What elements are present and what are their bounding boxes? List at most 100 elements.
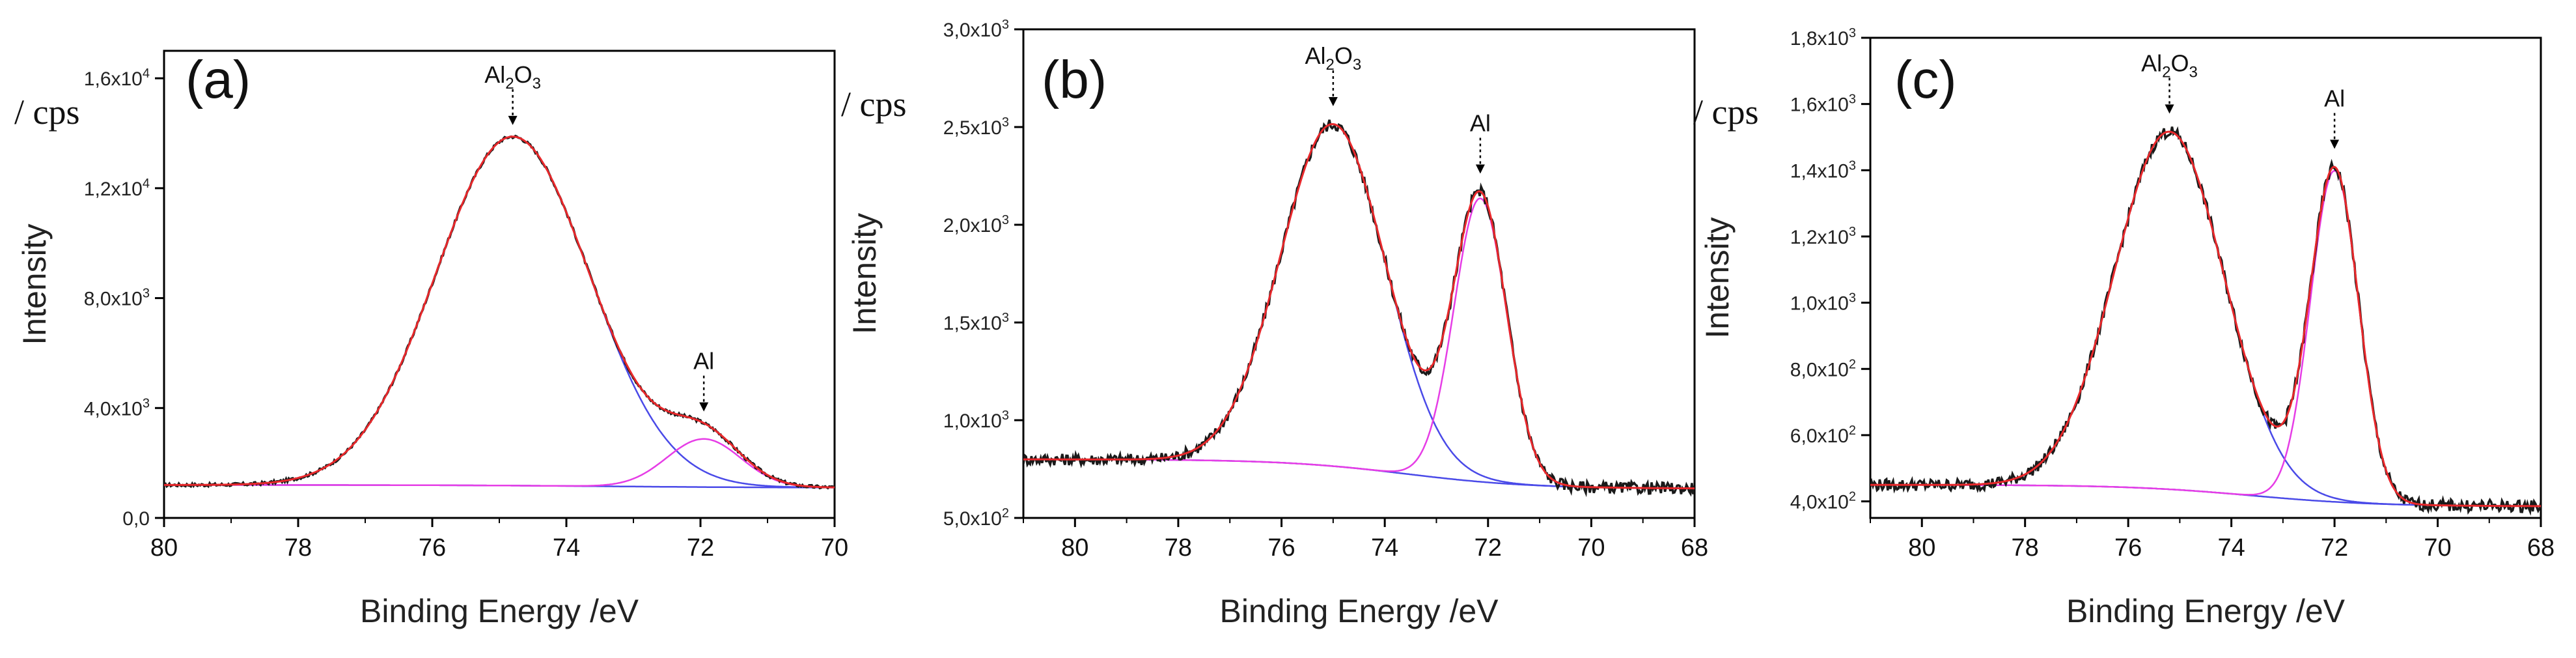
y-tick-exponent: 2 [1849,490,1856,504]
y-tick-label: 1,0x103 [943,408,1009,432]
peak-label-al: Al [2324,85,2345,111]
y-tick-mantissa: 5,0x10 [943,508,1002,530]
annotation-arrowhead [508,115,518,125]
y-tick-exponent: 2 [1849,423,1856,438]
y-tick-mantissa: 1,2x10 [84,179,143,200]
experimental-line [1870,126,2541,516]
y-tick-label: 1,2x104 [84,177,150,200]
y-tick-exponent: 4 [143,177,150,191]
panel-label: (c) [1894,50,1957,109]
envelope-fit-line [1870,130,2541,508]
x-tick-label: 70 [821,534,848,562]
x-tick-label: 70 [1577,534,1605,562]
y-tick-mantissa: 1,4x10 [1790,160,1849,182]
y-tick-exponent: 3 [1849,225,1856,239]
y-tick-label: 0,0 [122,508,150,530]
x-tick-label: 76 [419,534,446,562]
y-tick-label: 1,6x104 [84,66,150,90]
y-tick-exponent: 3 [1002,408,1009,423]
y-tick-label: 6,0x102 [1790,423,1856,447]
y-tick-exponent: 4 [143,66,150,81]
x-tick-label: 72 [2321,534,2348,562]
y-tick-exponent: 3 [1002,115,1009,130]
x-tick-label: 68 [2527,534,2555,562]
y-tick-mantissa: 6,0x10 [1790,425,1849,447]
y-tick-mantissa: 8,0x10 [1790,359,1849,380]
y-tick-exponent: 3 [1849,26,1856,40]
y-tick-mantissa: 4,0x10 [84,398,143,420]
annotation-arrowhead [1475,164,1485,174]
y-unit-label: / cps [841,85,907,124]
y-tick-label: 4,0x102 [1790,490,1856,513]
annotation-arrowhead [2165,104,2174,114]
y-tick-exponent: 3 [1002,311,1009,325]
y-tick-mantissa: 2,5x10 [943,117,1002,139]
peak-label-al: Al [1470,109,1491,136]
panel-label: (a) [186,50,251,109]
peak-label-al2o3: Al2O3 [1305,42,1361,74]
plot-area [164,134,835,490]
y-axis-label: Intensity [1699,217,1736,338]
y-tick-label: 8,0x103 [84,287,150,310]
y-tick-label: 5,0x102 [943,506,1009,530]
y-tick-label: 3,0x103 [943,18,1009,41]
y-tick-exponent: 2 [1849,357,1856,371]
x-tick-label: 80 [150,534,178,562]
y-tick-mantissa: 1,0x10 [1790,293,1849,315]
envelope-fit-line [164,136,835,489]
peak-label-al2o3: Al2O3 [2141,50,2198,81]
chart-panel-c: 80 78 76 74 72 70 684,0x1026,0x1028,0x1021,0x1… [1693,26,2555,629]
y-tick-label: 2,5x103 [943,115,1009,139]
y-tick-mantissa: 1,8x10 [1790,28,1849,50]
y-tick-label: 1,5x103 [943,311,1009,334]
y-tick-label: 8,0x102 [1790,357,1856,380]
y-tick-exponent: 3 [1849,291,1856,306]
annotation-arrowhead [1328,97,1338,107]
x-tick-label: 74 [2217,534,2245,562]
x-tick-label: 76 [1267,534,1295,562]
y-tick-label: 2,0x103 [943,213,1009,236]
y-tick-mantissa: 1,0x10 [943,410,1002,432]
y-tick-mantissa: 1,6x10 [84,68,143,90]
y-axis-label: Intensity [16,223,53,345]
chart-panel-a: 80 78 76 74 72 700,04,0x1038,0x1031,2x1041,6x… [14,50,848,629]
x-tick-label: 78 [1165,534,1192,562]
y-unit-label: / cps [14,93,80,132]
component-al [164,438,835,489]
y-tick-exponent: 3 [1849,158,1856,173]
plot-frame [1869,36,2542,519]
y-tick-mantissa: 8,0x10 [84,289,143,310]
y-tick-mantissa: 3,0x10 [943,20,1002,41]
y-unit-label: / cps [1693,93,1759,132]
panel-label: (b) [1042,50,1107,109]
y-tick-label: 4,0x103 [84,396,150,420]
y-tick-exponent: 3 [143,396,150,410]
y-tick-exponent: 2 [1002,506,1009,521]
x-tick-label: 72 [1475,534,1502,562]
plot-frame [1022,28,1696,519]
peak-label-al: Al [693,348,714,375]
y-tick-label: 1,2x103 [1790,225,1856,248]
plot-area [1023,119,1695,498]
y-tick-mantissa: 4,0x10 [1790,492,1849,513]
peak-label-al2o3: Al2O3 [484,61,541,93]
y-tick-mantissa: 1,2x10 [1790,227,1849,248]
y-tick-exponent: 3 [1849,93,1856,107]
x-tick-label: 74 [553,534,580,562]
x-tick-label: 80 [1061,534,1088,562]
x-tick-label: 74 [1371,534,1398,562]
x-tick-label: 78 [2012,534,2039,562]
x-tick-label: 70 [2424,534,2451,562]
y-tick-mantissa: 2,0x10 [943,215,1002,236]
y-tick-mantissa: 1,6x10 [1790,94,1849,116]
annotation-arrowhead [699,402,709,412]
x-tick-label: 78 [284,534,312,562]
y-axis-label: Intensity [846,213,883,334]
x-tick-label: 76 [2114,534,2142,562]
y-tick-exponent: 3 [143,287,150,301]
y-tick-exponent: 3 [1002,213,1009,227]
y-tick-label: 1,6x103 [1790,93,1856,116]
plot-area [1870,126,2541,516]
y-tick-mantissa: 0,0 [122,508,150,530]
